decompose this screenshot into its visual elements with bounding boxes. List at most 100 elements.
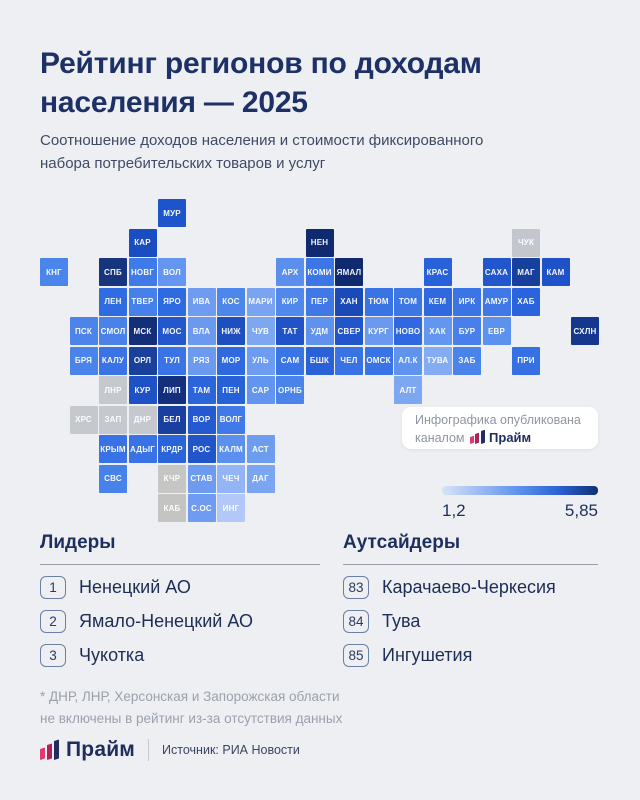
rank-badge: 2	[40, 609, 66, 633]
map-tile: ЧЕЧ	[217, 464, 245, 493]
map-tile-label: АМУР	[484, 297, 509, 306]
map-tile: КАЛУ	[99, 346, 127, 375]
map-tile-label: ТУЛ	[164, 356, 180, 365]
list-item: 85 Ингушетия	[343, 643, 598, 667]
map-tile: КАМ	[541, 258, 570, 286]
map-tile: МОС	[158, 317, 186, 345]
map-tile-label: КАЛУ	[101, 356, 125, 365]
map-tile: ТУЛ	[158, 346, 186, 375]
map-tile-label: УЛЬ	[252, 356, 269, 365]
map-tile: С.ОС	[187, 494, 216, 522]
rank-badge: 83	[343, 575, 369, 599]
map-tile-label: АСТ	[252, 444, 269, 454]
page-title: Рейтинг регионов по доходам населения — …	[40, 44, 482, 122]
map-tile-label: ЧУВ	[252, 326, 269, 336]
map-tile-label: СПБ	[104, 267, 122, 277]
map-tile-label: ОРЛ	[133, 356, 152, 365]
map-tile-label: НЕН	[310, 238, 329, 247]
map-tile: ЗАП	[99, 405, 127, 434]
region-name: Ямало-Ненецкий АО	[79, 610, 253, 631]
map-tile: ИНГ	[217, 494, 245, 522]
map-tile: УЛЬ	[246, 346, 275, 375]
map-tile-label: ВОР	[192, 415, 211, 424]
map-tile-label: КУР	[134, 385, 151, 395]
map-tile: МУР	[158, 199, 186, 227]
map-tile: КАР	[128, 228, 157, 257]
map-tile-label: ИНГ	[222, 503, 240, 513]
map-tile: КОМИ	[305, 258, 334, 286]
list-item: 84 Тува	[343, 609, 598, 633]
map-tile-label: СВС	[104, 474, 122, 483]
map-tile: ВОЛ	[158, 258, 186, 286]
legend-min-label: 1,2	[442, 501, 466, 520]
map-tile-label: ТВЕР	[131, 297, 154, 306]
map-tile-label: ИРК	[458, 297, 476, 306]
map-tile: АЛТ	[394, 376, 422, 404]
map-tile-label: ТАТ	[282, 326, 298, 336]
map-tile: ЛЕН	[99, 287, 127, 316]
map-tile: ЧУК	[512, 228, 540, 257]
map-tile: КУР	[128, 376, 157, 404]
map-tile: ПРИ	[512, 346, 540, 375]
map-tile: ЧУВ	[246, 317, 275, 345]
map-tile-label: ЯМАЛ	[336, 267, 362, 277]
map-tile-label: ПРИ	[517, 356, 535, 365]
map-tile-label: ДАГ	[252, 474, 269, 483]
page-subtitle: Соотношение доходов населения и стоимост…	[40, 129, 483, 175]
map-tile: САР	[246, 376, 275, 404]
map-tile-label: ЧУК	[517, 238, 535, 247]
map-tile-label: ПЕР	[310, 297, 329, 306]
map-tile-label: ОРНБ	[278, 385, 302, 395]
leaders-list: Лидеры 1 Ненецкий АО 2 Ямало-Ненецкий АО…	[40, 532, 320, 667]
map-tile-label: ЛЕН	[104, 297, 122, 306]
map-tile: КРЫМ	[99, 435, 127, 463]
map-tile: НИЖ	[217, 317, 245, 345]
map-tile-label: ХАБ	[517, 297, 535, 306]
map-tile-label: КАР	[134, 238, 151, 247]
map-tile: БШК	[305, 346, 334, 375]
map-tile: ПЕН	[217, 376, 245, 404]
footer-brand-name: Прайм	[66, 738, 136, 761]
map-tile: МАРИ	[246, 287, 275, 316]
map-tile-label: ТУВА	[426, 356, 449, 365]
map-tile-label: ОМСК	[366, 356, 391, 365]
page-subtitle-line2: набора потребительских товаров и услуг	[40, 155, 326, 172]
map-tile: АМУР	[482, 287, 511, 316]
map-tile: СХЛН	[571, 317, 599, 345]
page-subtitle-line1: Соотношение доходов населения и стоимост…	[40, 132, 484, 149]
footnote-line1: * ДНР, ЛНР, Херсонская и Запорожская обл…	[40, 689, 340, 704]
map-tile-label: КАБ	[163, 503, 181, 513]
map-tile: ИВА	[187, 287, 216, 316]
map-tile: ТЮМ	[364, 287, 393, 316]
map-tile-label: НОВО	[395, 326, 421, 336]
map-tile-label: САМ	[280, 356, 300, 365]
map-tile: ЛНР	[99, 376, 127, 404]
outsiders-list: Аутсайдеры 83 Карачаево-Черкесия 84 Тува…	[343, 532, 598, 667]
map-tile: ИРК	[453, 287, 481, 316]
map-tile-label: БЕЛ	[163, 415, 181, 424]
map-tile: САМ	[276, 346, 304, 375]
map-tile: РОС	[187, 435, 216, 463]
map-tile-label: ТАМ	[192, 385, 211, 395]
map-tile: НОВГ	[128, 258, 157, 286]
prime-logo-icon	[40, 738, 59, 760]
map-tile: НОВО	[394, 317, 422, 345]
map-tile: ПСК	[69, 317, 98, 345]
map-tile: ЯРО	[158, 287, 186, 316]
map-tile: КАБ	[158, 494, 186, 522]
map-tile: ВОР	[187, 405, 216, 434]
region-name: Ингушетия	[382, 644, 473, 665]
map-tile-label: ИВА	[192, 297, 211, 306]
map-tile-label: ЧЕЛ	[340, 356, 358, 365]
map-tile: ВОЛГ	[217, 405, 245, 434]
outsiders-divider	[343, 564, 598, 565]
map-tile: БРЯ	[69, 346, 98, 375]
map-tile-label: ДНР	[133, 415, 152, 424]
map-tile-label: СТАВ	[190, 474, 213, 483]
map-tile: ТОМ	[394, 287, 422, 316]
map-tile-label: СХЛН	[573, 326, 597, 336]
map-tile: ЧЕЛ	[335, 346, 363, 375]
map-tile-label: КЕМ	[428, 297, 447, 306]
map-tile: ЗАБ	[453, 346, 481, 375]
